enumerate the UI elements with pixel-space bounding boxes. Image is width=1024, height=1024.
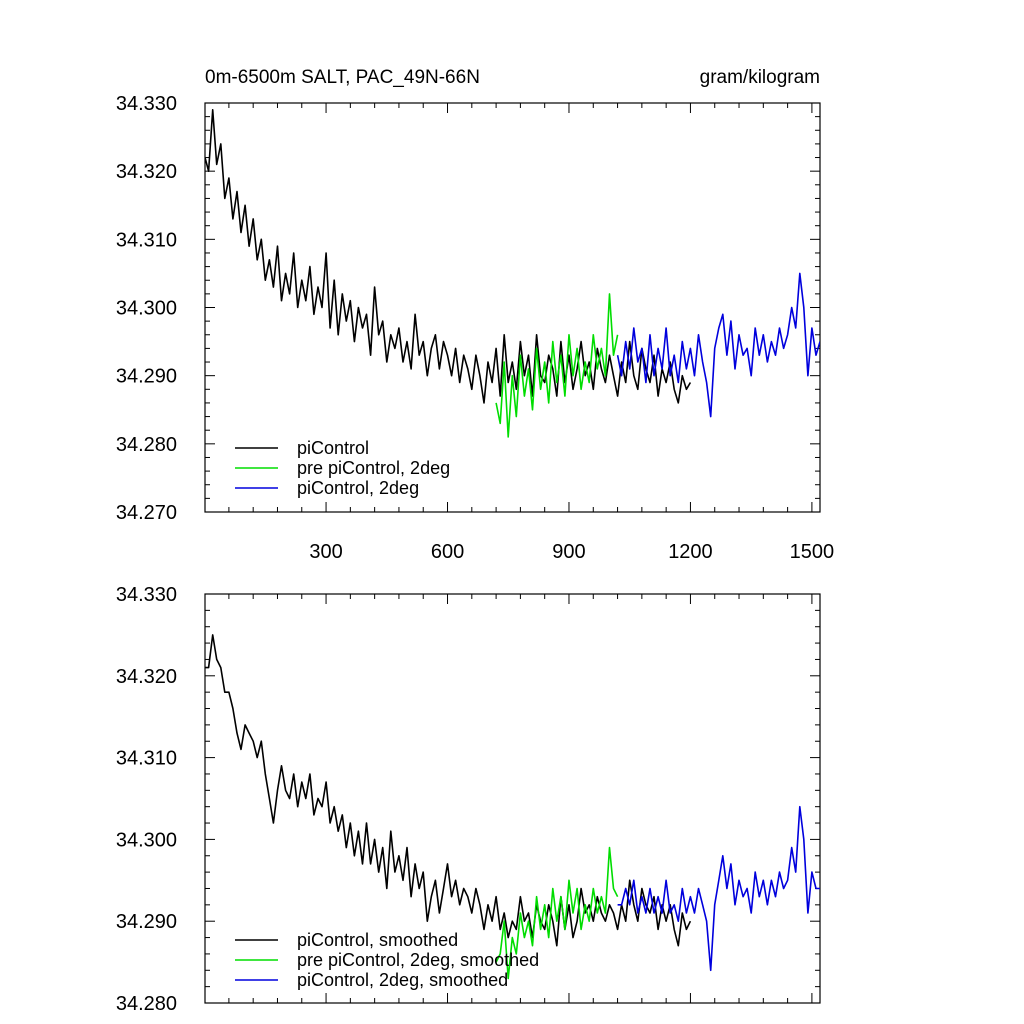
legend-entry: pre piControl, 2deg, smoothed (297, 950, 539, 970)
series-line-3 (616, 272, 820, 418)
y-tick-label: 34.310 (116, 229, 177, 251)
series-line-2 (495, 846, 619, 980)
y-tick-label: 34.320 (116, 161, 177, 183)
legend-entry: piControl, 2deg, smoothed (297, 970, 508, 990)
y-tick-label: 34.290 (116, 911, 177, 933)
x-tick-label: 900 (552, 541, 585, 563)
y-tick-label: 34.330 (116, 584, 177, 606)
top-title-right: gram/kilogram (700, 67, 820, 88)
legend-entry: piControl, 2deg (297, 478, 419, 498)
series-line-1 (205, 634, 692, 947)
plot-frame (204, 593, 821, 1004)
y-tick-label: 34.300 (116, 298, 177, 320)
x-tick-label: 1500 (790, 541, 835, 563)
y-tick-label: 34.280 (116, 434, 177, 456)
bottom-panel: 34.280 34.290 34.300 34.310 34.320 34.330 piCo… (116, 584, 821, 1015)
x-tick-label: 600 (431, 541, 464, 563)
y-tick-label: 34.330 (116, 93, 177, 115)
x-tick-label: 1200 (668, 541, 713, 563)
series-line-1 (205, 109, 692, 404)
top-panel: 0m-6500m SALT, PAC_49N-66N gram/kilogram… (116, 67, 834, 563)
legend-entry: piControl, smoothed (297, 930, 458, 950)
series-line-2 (495, 293, 619, 438)
y-tick-label: 34.320 (116, 666, 177, 688)
series-line-3 (617, 805, 820, 972)
y-tick-label: 34.310 (116, 748, 177, 770)
legend-entry: pre piControl, 2deg (297, 458, 450, 478)
x-tick-label: 300 (309, 541, 342, 563)
y-tick-label: 34.300 (116, 829, 177, 851)
y-tick-label: 34.270 (116, 502, 177, 524)
y-tick-label: 34.290 (116, 366, 177, 388)
y-tick-label: 34.280 (116, 993, 177, 1015)
legend-entry: piControl (297, 438, 369, 458)
top-title-left: 0m-6500m SALT, PAC_49N-66N (205, 67, 480, 88)
